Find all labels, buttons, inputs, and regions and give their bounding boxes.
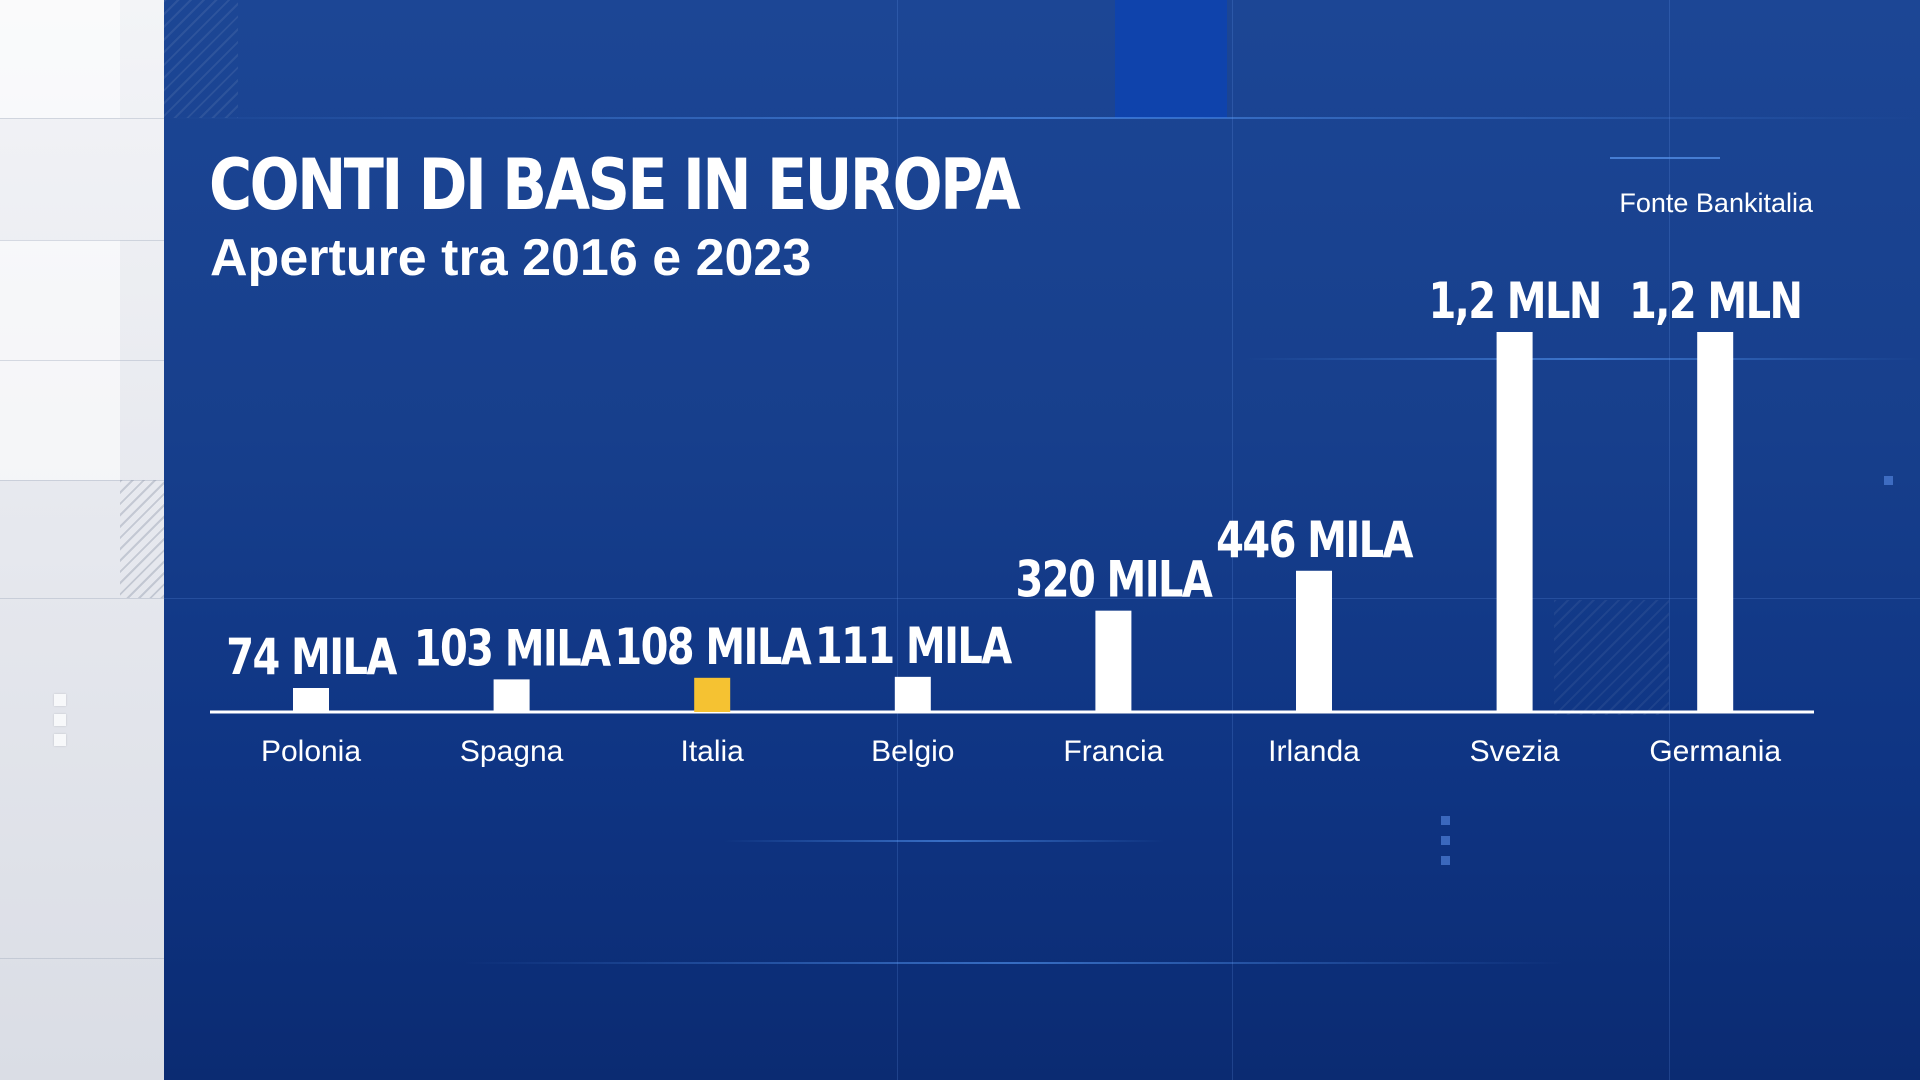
bar-svezia xyxy=(1496,332,1533,712)
value-label-germania: 1,2 MLN xyxy=(1629,272,1801,331)
category-label-spagna: Spagna xyxy=(460,735,564,768)
bar-group: 74 MILA Polonia 103 MILA Spagna 108 MILA Ital… xyxy=(226,272,1803,768)
side-panel-divider xyxy=(0,598,164,599)
bar-francia xyxy=(1095,610,1132,712)
side-panel-divider xyxy=(0,958,164,959)
decor-square xyxy=(1441,836,1450,845)
side-panel-divider xyxy=(0,360,164,361)
side-panel-hatch xyxy=(120,480,164,598)
decor-hatch xyxy=(1554,600,1669,715)
chart-panel xyxy=(164,0,1920,1080)
side-panel-block xyxy=(0,240,120,480)
bar-irlanda xyxy=(1296,570,1332,712)
dot xyxy=(54,694,66,706)
decor-grid-line xyxy=(1232,0,1233,1080)
decor-grid-line xyxy=(1669,0,1670,1080)
bar-italia xyxy=(694,677,731,712)
decor-glow-line xyxy=(724,840,1164,842)
side-panel-divider xyxy=(0,118,164,119)
dot xyxy=(54,714,66,726)
side-panel-block xyxy=(0,0,120,118)
side-panel xyxy=(0,0,164,1080)
category-label-svezia: Svezia xyxy=(1470,735,1560,768)
decor-glow-line xyxy=(164,117,1920,119)
decor-block xyxy=(1115,0,1227,118)
decor-grid-line xyxy=(897,0,898,1080)
category-label-italia: Italia xyxy=(681,735,745,768)
value-label-svezia: 1,2 MLN xyxy=(1428,272,1600,331)
decor-glow-line xyxy=(464,962,1564,964)
chart-subtitle: Aperture tra 2016 e 2023 xyxy=(210,229,812,287)
value-label-belgio: 111 MILA xyxy=(815,616,1012,675)
decor-square xyxy=(1441,856,1450,865)
category-label-francia: Francia xyxy=(1063,735,1163,768)
bar-spagna xyxy=(493,679,530,712)
dot xyxy=(54,734,66,746)
value-label-irlanda: 446 MILA xyxy=(1216,510,1413,569)
decor-grid-line xyxy=(164,598,1920,599)
bar-polonia xyxy=(293,688,329,712)
decor-square xyxy=(1441,816,1450,825)
chart-title: CONTI DI BASE IN EUROPA xyxy=(209,144,1021,226)
side-panel-divider xyxy=(0,240,164,241)
value-label-polonia: 74 MILA xyxy=(226,628,397,687)
decor-glow-line xyxy=(1244,358,1920,360)
category-label-germania: Germania xyxy=(1649,735,1781,768)
category-label-belgio: Belgio xyxy=(871,735,954,768)
bar-belgio xyxy=(894,676,931,712)
category-label-polonia: Polonia xyxy=(261,735,361,768)
value-label-spagna: 103 MILA xyxy=(414,619,611,678)
value-label-italia: 108 MILA xyxy=(614,617,811,676)
category-label-irlanda: Irlanda xyxy=(1268,735,1360,768)
bar-germania xyxy=(1697,332,1734,712)
source-accent-line xyxy=(1610,157,1720,159)
side-panel-divider xyxy=(0,480,164,481)
decor-square xyxy=(1884,476,1893,485)
value-label-francia: 320 MILA xyxy=(1016,550,1213,609)
source-label: Fonte Bankitalia xyxy=(1619,188,1813,218)
decor-hatch xyxy=(164,0,238,118)
